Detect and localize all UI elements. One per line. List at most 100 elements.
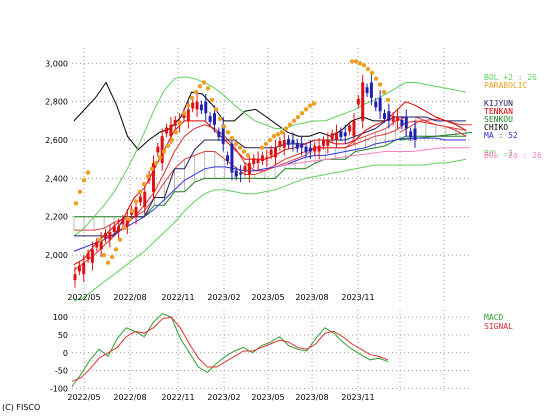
macd-xtick-label: 2022/05: [67, 393, 100, 402]
line-bol_lower: [73, 158, 467, 302]
parabolic-dot: [129, 208, 135, 214]
candle-body: [86, 253, 90, 259]
candle-body: [90, 249, 94, 263]
price-axis-ticks: 2,000 2,200 2,400 2,600 2,800 3,000 2022/05 202…: [45, 59, 375, 302]
candle-body: [378, 97, 382, 112]
price-xtick-label: 2023/11: [341, 293, 374, 302]
candle-body: [125, 216, 129, 227]
parabolic-dot: [311, 101, 317, 106]
legend-signal: SIGNAL: [484, 322, 513, 331]
candle-body: [217, 131, 221, 138]
parabolic-dot: [73, 201, 79, 206]
price-ytick-label: 2,000: [45, 251, 68, 260]
parabolic-dot: [259, 145, 265, 150]
parabolic-dot: [287, 122, 293, 127]
parabolic-dot: [205, 86, 211, 91]
parabolic-dot: [85, 170, 91, 175]
candle-body: [226, 155, 230, 162]
candle-body: [291, 140, 295, 144]
macd-grid: [72, 310, 472, 392]
parabolic-dot: [217, 116, 223, 122]
macd-ytick-label: -50: [55, 367, 68, 376]
candle-body: [221, 124, 225, 144]
candle-body: [269, 149, 273, 156]
candle-body: [317, 145, 321, 152]
legend-label: BOL -2: [484, 149, 513, 158]
parabolic-dot: [233, 141, 239, 147]
parabolic-dot: [149, 166, 155, 171]
candle-body: [300, 143, 304, 148]
parabolic-dot: [105, 260, 111, 265]
legend-label: MA : 52: [484, 131, 518, 140]
parabolic-dot: [181, 110, 187, 116]
candle-body: [382, 113, 386, 119]
parabolic-dot: [241, 149, 247, 154]
parabolic-dot: [161, 149, 167, 154]
parabolic-dot: [237, 145, 243, 150]
bollinger-lower2-line: [269, 147, 470, 168]
parabolic-dot: [117, 237, 123, 242]
candle-body: [156, 146, 160, 153]
candle-body: [278, 140, 282, 147]
senkou-b-future: [399, 131, 473, 141]
candle-body: [335, 132, 339, 141]
candle-body: [77, 265, 81, 272]
candle-body: [134, 207, 138, 217]
candle-body: [256, 159, 260, 164]
legend-label: CHIKO: [484, 123, 508, 132]
price-ytick-label: 2,800: [45, 98, 68, 107]
candle-body: [138, 196, 142, 203]
parabolic-dot: [185, 103, 191, 108]
price-ytick-label: 2,400: [45, 174, 68, 183]
parabolic-dot: [173, 130, 179, 135]
parabolic-dot: [209, 97, 215, 102]
parabolic-dot: [365, 66, 371, 72]
candle-body: [212, 113, 216, 125]
macd-xtick-label: 2023/08: [295, 393, 328, 402]
parabolic-dot: [77, 189, 83, 194]
candle-body: [151, 163, 155, 192]
parabolic-dot: [153, 160, 159, 166]
parabolic-dot: [245, 153, 251, 158]
price-xtick-label: 2023/05: [251, 293, 284, 302]
parabolic-dot: [137, 189, 143, 194]
parabolic-dot: [349, 59, 355, 64]
price-xtick-label: 2023/08: [295, 293, 328, 302]
parabolic-dot: [81, 178, 87, 183]
parabolic-dot: [271, 133, 277, 139]
price-panel: 2,000 2,200 2,400 2,600 2,800 3,000 2022/05 202…: [45, 48, 473, 303]
candle-body: [352, 120, 356, 137]
parabolic-dot: [213, 107, 219, 112]
parabolic-dot: [177, 120, 183, 125]
legend-label: KIJYUN: [484, 99, 513, 108]
price-xtick-label: 2022/08: [113, 293, 146, 302]
candle-body: [169, 124, 173, 137]
candle-body: [387, 111, 391, 121]
parabolic-dot: [221, 124, 227, 129]
parabolic-dot: [97, 237, 103, 242]
candle-body: [413, 128, 417, 141]
candle-body: [391, 116, 395, 122]
line-macd: [71, 312, 389, 387]
candle-body: [326, 140, 330, 146]
macd-plot-background: [72, 310, 472, 392]
candle-body: [252, 158, 256, 164]
candle-body: [191, 102, 195, 109]
macd-ytick-label: -100: [50, 384, 68, 393]
candle-body: [160, 136, 164, 164]
parabolic-dot: [157, 155, 163, 160]
line-bol_upper: [73, 76, 467, 237]
candle-body: [73, 274, 77, 280]
candle-body: [204, 101, 208, 114]
parabolic-dot: [229, 135, 235, 141]
candle-body: [95, 241, 99, 248]
parabolic-dot: [353, 59, 359, 64]
candle-body: [274, 147, 278, 158]
parabolic-dot: [169, 137, 175, 143]
candle-body: [321, 140, 325, 146]
candle-body: [369, 82, 373, 98]
parabolic-dot: [141, 181, 147, 187]
